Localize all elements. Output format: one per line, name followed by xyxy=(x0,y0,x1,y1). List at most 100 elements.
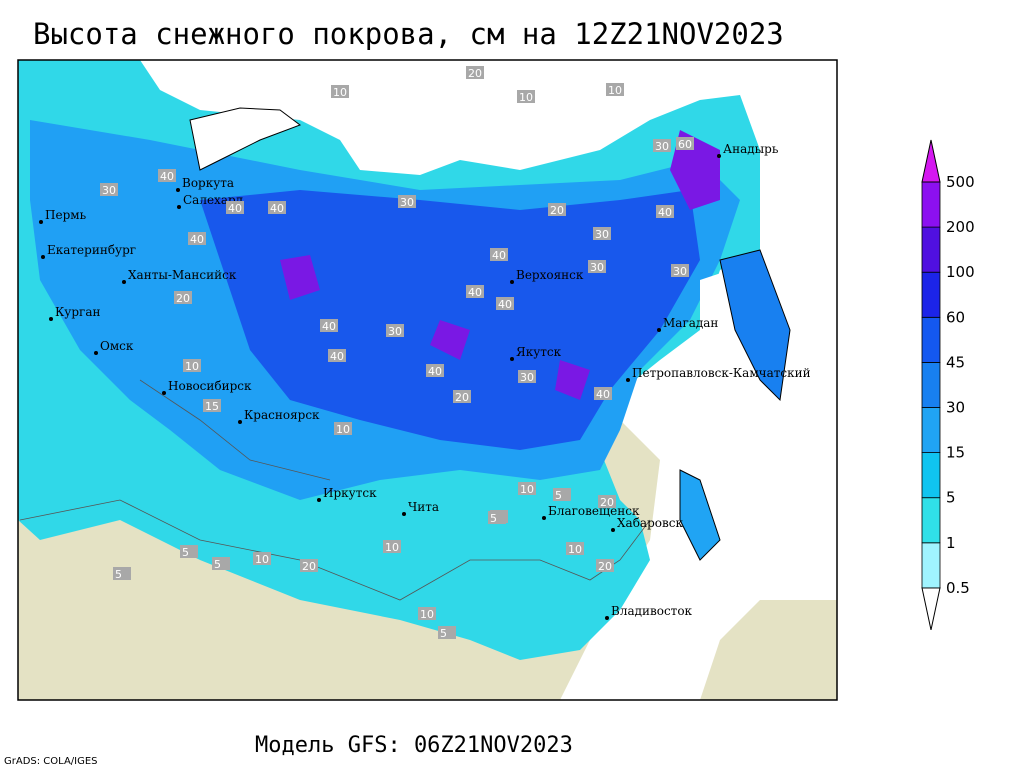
snow-extreme xyxy=(280,130,720,400)
contour-label-box xyxy=(226,201,244,214)
contour-label: 30 xyxy=(400,196,414,209)
contour-label: 15 xyxy=(205,400,219,413)
contour-label-box xyxy=(517,90,535,103)
contour-label-box xyxy=(598,495,616,508)
contour-label: 10 xyxy=(568,543,582,556)
city-dot xyxy=(626,378,630,382)
colorbar-cap-low xyxy=(921,587,941,631)
contour-label-box xyxy=(398,195,416,208)
contour-label-box xyxy=(331,85,349,98)
contour-label-box xyxy=(386,324,404,337)
contour-label: 40 xyxy=(160,170,174,183)
contour-label-box xyxy=(174,291,192,304)
city-label: Курган xyxy=(55,305,100,319)
contour-label-box xyxy=(548,203,566,216)
contour-label: 40 xyxy=(492,249,506,262)
contour-label: 30 xyxy=(595,228,609,241)
contour-label: 5 xyxy=(214,558,221,571)
contour-label-box xyxy=(188,232,206,245)
contour-label: 5 xyxy=(440,627,447,640)
contour-label-box xyxy=(334,422,352,435)
contour-label: 10 xyxy=(333,86,347,99)
city-label: Магадан xyxy=(663,316,718,330)
contour-label: 40 xyxy=(322,320,336,333)
contour-label: 30 xyxy=(388,325,402,338)
contour-label-box xyxy=(268,201,286,214)
contour-label-box xyxy=(113,567,131,580)
city-dot xyxy=(402,512,406,516)
city-dot xyxy=(657,328,661,332)
contour-label: 40 xyxy=(270,202,284,215)
city-label: Ханты-Мансийск xyxy=(128,268,237,282)
colorbar-label: 15 xyxy=(946,444,965,462)
colorbar-label: 45 xyxy=(946,353,965,371)
map: АнадырьВоркутаСалехардПермьЕкатеринбургХ… xyxy=(17,59,838,701)
contour-label-box xyxy=(466,66,484,79)
contour-label: 10 xyxy=(255,553,269,566)
contour-label-box xyxy=(656,205,674,218)
contour-label-box xyxy=(300,559,318,572)
colorbar-label: 60 xyxy=(946,308,965,326)
contour-label-box xyxy=(212,557,230,570)
contour-label: 10 xyxy=(519,91,533,104)
contour-label: 10 xyxy=(385,541,399,554)
contour-label: 20 xyxy=(176,292,190,305)
contour-label: 20 xyxy=(455,391,469,404)
contour-label-box xyxy=(180,545,198,558)
city-label: Новосибирск xyxy=(168,379,252,393)
colorbar-swatch xyxy=(921,271,941,318)
contour-label-box xyxy=(383,540,401,553)
contour-label: 40 xyxy=(330,350,344,363)
model-run: Модель GFS: 06Z21NOV2023 xyxy=(255,733,573,758)
contour-label: 10 xyxy=(420,608,434,621)
city-dot xyxy=(611,528,615,532)
contour-label-box xyxy=(490,248,508,261)
city-dot xyxy=(238,420,242,424)
title: Высота снежного покрова, см на 12Z21NOV2… xyxy=(33,17,784,51)
map-frame xyxy=(17,59,838,701)
contour-label-box xyxy=(158,169,176,182)
city-label: Пермь xyxy=(45,208,87,222)
contour-label-box xyxy=(203,399,221,412)
colorbar-cap-high xyxy=(921,139,941,183)
contour-label: 30 xyxy=(520,371,534,384)
contour-label: 30 xyxy=(590,261,604,274)
contour-label-box xyxy=(594,387,612,400)
contour-label-box xyxy=(518,482,536,495)
contour-label-box xyxy=(320,319,338,332)
city-label: Владивосток xyxy=(611,604,693,618)
contour-label: 5 xyxy=(490,512,497,525)
contour-label: 40 xyxy=(596,388,610,401)
city-dot xyxy=(39,220,43,224)
contour-label: 10 xyxy=(608,84,622,97)
contour-label: 30 xyxy=(102,184,116,197)
kamchatka xyxy=(719,249,791,402)
city-dot xyxy=(717,154,721,158)
city-dot xyxy=(510,280,514,284)
contour-label-box xyxy=(100,183,118,196)
contour-label: 40 xyxy=(190,233,204,246)
city-dot xyxy=(317,498,321,502)
city-label: Благовещенск xyxy=(548,504,640,518)
sea-kara xyxy=(189,107,302,171)
contour-label-box xyxy=(438,626,456,639)
sakhalin xyxy=(679,469,721,561)
contour-label-box xyxy=(596,559,614,572)
contour-label: 30 xyxy=(673,265,687,278)
contour-label: 20 xyxy=(468,67,482,80)
colorbar-swatch xyxy=(921,316,941,363)
contour-label-box xyxy=(653,139,671,152)
colorbar-swatch xyxy=(921,497,941,544)
contour-label-box xyxy=(183,359,201,372)
city-label: Чита xyxy=(408,500,439,514)
contour-label-box xyxy=(488,511,506,524)
contour-label: 20 xyxy=(302,560,316,573)
labels: АнадырьВоркутаСалехардПермьЕкатеринбургХ… xyxy=(39,66,811,640)
city-dot xyxy=(176,188,180,192)
contour-label: 5 xyxy=(182,546,189,559)
city-dot xyxy=(510,357,514,361)
contour-label-box xyxy=(606,83,624,96)
contour-label-box xyxy=(253,552,271,565)
city-dot xyxy=(41,255,45,259)
